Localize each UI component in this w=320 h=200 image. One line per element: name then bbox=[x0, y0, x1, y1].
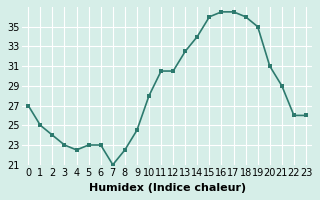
X-axis label: Humidex (Indice chaleur): Humidex (Indice chaleur) bbox=[89, 183, 246, 193]
